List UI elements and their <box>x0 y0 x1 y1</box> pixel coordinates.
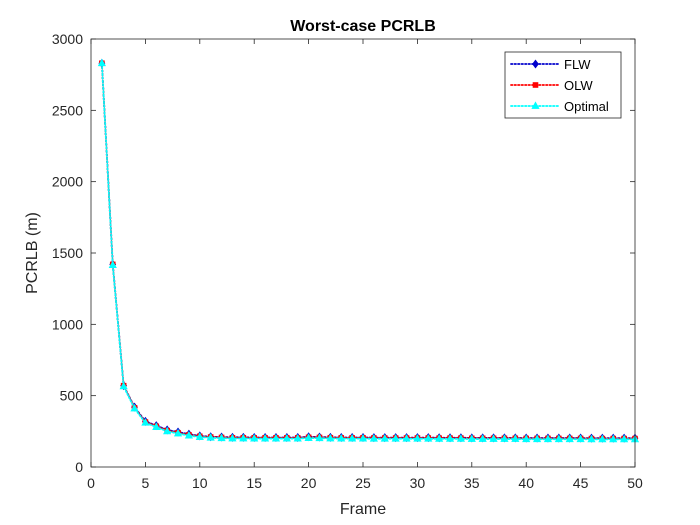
data-point <box>554 434 563 443</box>
legend-marker <box>531 101 540 109</box>
y-tick-label: 0 <box>75 459 83 475</box>
x-tick-label: 5 <box>142 475 150 491</box>
data-point <box>141 418 150 426</box>
data-point <box>163 426 172 435</box>
data-point <box>228 433 237 442</box>
series-optimal <box>97 58 640 443</box>
data-point <box>609 434 618 443</box>
data-point <box>587 434 596 443</box>
legend-entry-flw: FLW <box>510 57 591 72</box>
data-point <box>576 434 585 443</box>
y-tick-label: 2000 <box>52 174 83 190</box>
data-point <box>337 433 346 442</box>
legend: FLW OLW Optimal <box>504 51 622 119</box>
data-point <box>500 434 509 442</box>
data-point <box>598 434 607 443</box>
x-tick-label: 35 <box>464 475 480 491</box>
data-point <box>620 434 629 443</box>
data-point <box>239 433 248 442</box>
data-point <box>489 434 498 442</box>
data-point <box>282 433 291 442</box>
legend-marker <box>532 59 539 69</box>
legend-label: OLW <box>564 78 593 93</box>
data-point <box>206 433 215 441</box>
chart-title: Worst-case PCRLB <box>290 18 436 35</box>
data-point <box>130 403 139 412</box>
data-point <box>478 434 487 442</box>
x-tick-label: 10 <box>192 475 208 491</box>
x-axis-title: Frame <box>340 501 386 518</box>
data-point <box>435 434 444 442</box>
data-point <box>391 434 400 442</box>
data-point <box>369 434 378 442</box>
data-point <box>456 434 466 442</box>
data-point <box>184 430 194 439</box>
data-point <box>173 428 183 437</box>
data-point <box>119 381 128 390</box>
data-point <box>565 434 574 443</box>
data-point <box>108 260 117 269</box>
data-point <box>358 433 368 442</box>
data-point <box>326 433 335 442</box>
x-tick-label: 25 <box>355 475 371 491</box>
legend-entry-optimal: Optimal <box>510 99 609 114</box>
x-tick-label: 0 <box>87 475 95 491</box>
y-axis-title: PCRLB (m) <box>24 212 41 294</box>
y-tick-label: 1500 <box>52 245 83 261</box>
data-point <box>348 433 357 442</box>
legend-label: Optimal <box>564 99 609 114</box>
data-point <box>532 434 542 443</box>
data-point <box>152 422 161 430</box>
data-point <box>304 433 313 441</box>
data-point <box>315 433 324 442</box>
data-point <box>217 433 226 442</box>
data-point <box>195 432 204 440</box>
legend-label: FLW <box>564 57 591 72</box>
legend-marker <box>532 82 539 88</box>
data-point <box>380 434 389 442</box>
data-point <box>424 434 433 442</box>
data-point <box>250 433 259 442</box>
ticks-layer: 0 5 10 15 20 25 30 35 40 45 5005001000150020002500… <box>52 31 643 491</box>
y-tick-label: 1000 <box>52 316 83 332</box>
x-tick-label: 30 <box>410 475 426 491</box>
x-tick-label: 40 <box>518 475 534 491</box>
data-point <box>467 434 476 442</box>
legend-entry-olw: OLW <box>510 78 593 93</box>
data-point <box>511 434 520 442</box>
data-point <box>413 434 422 442</box>
data-point <box>543 434 553 443</box>
x-tick-label: 45 <box>573 475 589 491</box>
data-point <box>445 434 455 442</box>
x-tick-label: 15 <box>246 475 262 491</box>
x-tick-label: 50 <box>627 475 643 491</box>
x-tick-label: 20 <box>301 475 317 491</box>
y-tick-label: 500 <box>60 388 84 404</box>
y-tick-label: 3000 <box>52 31 83 47</box>
data-point <box>402 434 411 442</box>
data-point <box>97 58 106 67</box>
data-point <box>271 433 281 442</box>
data-point <box>260 433 270 442</box>
data-point <box>293 433 302 442</box>
y-tick-label: 2500 <box>52 102 83 118</box>
data-point <box>522 434 531 443</box>
series-layer <box>97 58 640 443</box>
